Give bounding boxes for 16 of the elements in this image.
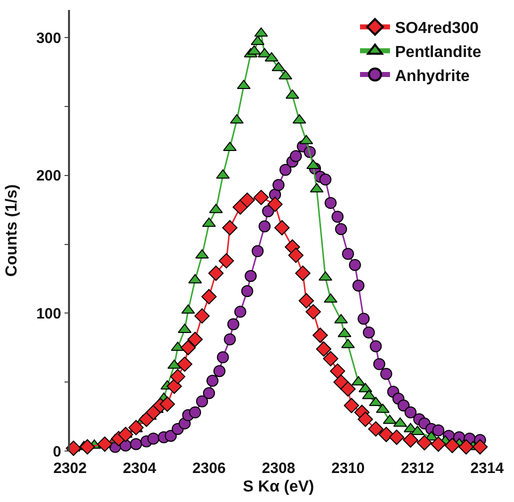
x-tick-label: 2304 — [122, 460, 157, 477]
y-tick-label: 200 — [36, 168, 62, 185]
x-tick-label: 2314 — [470, 460, 504, 477]
x-tick-label: 2306 — [192, 460, 226, 477]
y-tick-label: 0 — [52, 443, 62, 460]
y-tick-label: 300 — [36, 30, 62, 47]
x-tick-label: 2302 — [53, 460, 87, 477]
x-tick-label: 2312 — [400, 460, 434, 477]
legend-label: SO4red300 — [395, 20, 479, 38]
x-tick-label: 2310 — [331, 460, 365, 477]
x-axis-title: S Kα (eV) — [242, 478, 314, 496]
legend-label: Anhydrite — [395, 68, 470, 85]
x-tick-label: 2308 — [262, 460, 296, 477]
y-tick-label: 100 — [36, 305, 62, 322]
legend-label: Pentlandite — [395, 44, 482, 61]
y-axis-title: Counts (1/s) — [4, 184, 21, 277]
